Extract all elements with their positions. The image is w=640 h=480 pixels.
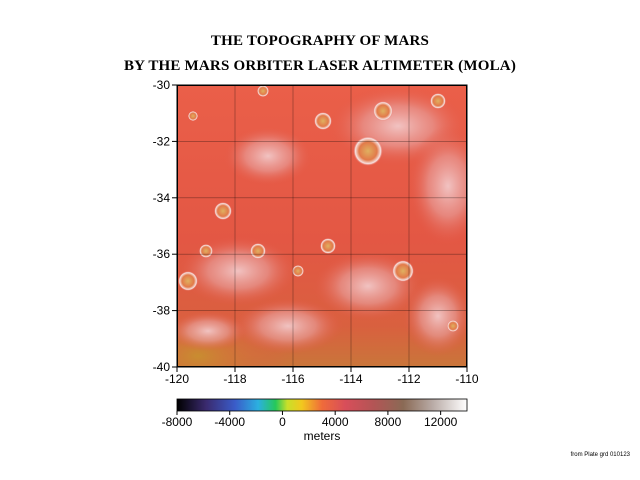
x-tick-label: -118	[223, 372, 246, 386]
y-tick-label: -38	[153, 304, 171, 318]
colorbar-tick-label: 4000	[322, 415, 349, 429]
map-border	[176, 84, 468, 368]
y-tick-label: -32	[153, 134, 171, 148]
colorbar-tick-label: 8000	[375, 415, 402, 429]
figure-title: THE TOPOGRAPHY OF MARS	[210, 33, 430, 49]
colorbar-tick-label: 12000	[424, 415, 458, 429]
colorbar-label: meters	[304, 429, 341, 443]
colorbar-tick-label: -4000	[214, 415, 245, 429]
x-tick-label: -116	[281, 372, 304, 386]
colorbar-tick-label: -8000	[162, 415, 193, 429]
x-tick-label: -112	[397, 372, 420, 386]
colorbar	[176, 398, 468, 412]
topography-map	[177, 85, 467, 367]
topography-raster	[178, 86, 466, 366]
y-tick-label: -40	[153, 360, 171, 374]
colorbar-tick-label: 0	[279, 415, 286, 429]
y-tick-label: -34	[153, 191, 171, 205]
y-tick-label: -30	[153, 78, 171, 92]
x-tick-label: -110	[455, 372, 478, 386]
y-tick-label: -36	[153, 247, 171, 261]
x-tick-label: -114	[339, 372, 362, 386]
credit-note: from Plate grd 010123	[570, 452, 630, 458]
x-tick-label: -120	[165, 372, 189, 386]
figure-subtitle: BY THE MARS ORBITER LASER ALTIMETER (MOL…	[123, 58, 517, 74]
